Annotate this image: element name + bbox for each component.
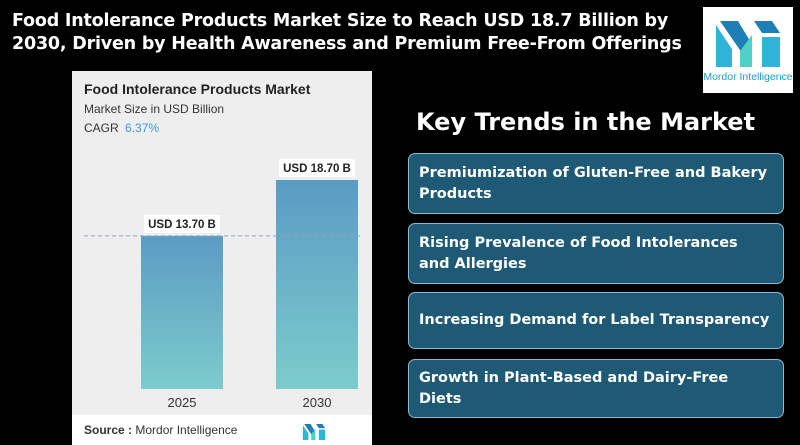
bar-chart: USD 13.70 B 2025 USD 18.70 B 2030 [84, 159, 360, 410]
source-line: Source : Mordor Intelligence [84, 423, 237, 437]
trend-item: Rising Prevalence of Food Intolerances a… [408, 223, 784, 284]
x-tick-label: 2025 [168, 395, 197, 410]
cagr-value: 6.37% [125, 121, 160, 135]
data-label-box [279, 159, 355, 177]
data-label: USD 18.70 B [283, 163, 351, 175]
data-label-box [144, 214, 220, 233]
chart-subtitle: Market Size in USD Billion [84, 102, 225, 116]
source-logo-icon [302, 424, 326, 440]
chart-card: Food Intolerance Products Market Market … [72, 71, 372, 445]
bar-2025 [141, 235, 223, 389]
mordor-logo-icon [716, 21, 780, 67]
source-value: Mordor Intelligence [135, 423, 238, 437]
trend-item: Increasing Demand for Label Transparency [408, 292, 784, 349]
logo-text: Mordor Intelligence [703, 71, 793, 83]
trend-item: Premiumization of Gluten-Free and Bakery… [408, 153, 784, 214]
bar-2030 [276, 180, 358, 389]
headline: Food Intolerance Products Market Size to… [12, 11, 682, 54]
source-label: Source : [84, 423, 133, 437]
chart-title: Food Intolerance Products Market [84, 81, 311, 97]
cagr-label: CAGR [84, 121, 119, 135]
trend-item: Growth in Plant-Based and Dairy-Free Die… [408, 359, 784, 418]
mordor-logo: Mordor Intelligence [703, 7, 793, 93]
x-tick-label: 2030 [303, 395, 332, 410]
trends-title: Key Trends in the Market [416, 108, 756, 136]
cagr-line: CAGR 6.37% [84, 121, 159, 135]
data-label: USD 13.70 B [148, 219, 216, 231]
